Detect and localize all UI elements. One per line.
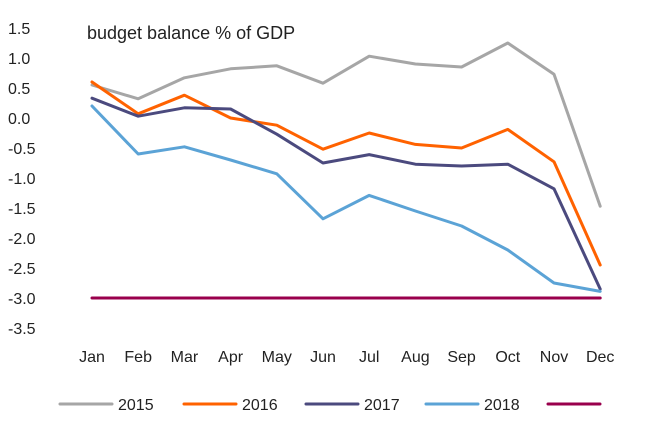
- y-tick-label: 0.5: [8, 81, 30, 98]
- x-axis-ticks: Jan Feb Mar Apr May Jun Jul Aug Sep Oct Nov Dec: [79, 349, 614, 366]
- x-tick-label: Aug: [401, 349, 429, 366]
- y-tick-label: -2.0: [8, 231, 36, 248]
- y-tick-label: 1.0: [8, 51, 30, 68]
- x-tick-label: Jun: [310, 349, 336, 366]
- legend-label: 2017: [364, 397, 400, 414]
- x-tick-label: Jul: [359, 349, 379, 366]
- legend: 2015 2016 2017 2018: [58, 397, 602, 414]
- y-tick-label: -3.0: [8, 291, 36, 308]
- y-tick-label: -3.5: [8, 321, 36, 338]
- legend-label: 2016: [242, 397, 278, 414]
- y-axis-ticks: 1.5 1.0 0.5 0.0 -0.5 -1.0 -1.5 -2.0 -2.5 -3.0 -3.5: [8, 21, 36, 338]
- series-line-2018: [90, 104, 602, 293]
- x-tick-label: May: [262, 349, 292, 366]
- legend-label: 2015: [118, 397, 154, 414]
- series-line-2016: [90, 80, 602, 267]
- x-tick-label: Oct: [495, 349, 520, 366]
- series-line-2015: [90, 41, 602, 208]
- y-tick-label: 0.0: [8, 111, 30, 128]
- y-tick-label: -1.0: [8, 171, 36, 188]
- x-tick-label: Sep: [447, 349, 476, 366]
- x-tick-label: Nov: [540, 349, 568, 366]
- chart-title: budget balance % of GDP: [87, 23, 295, 43]
- x-tick-label: Dec: [586, 349, 614, 366]
- y-tick-label: -2.5: [8, 261, 36, 278]
- legend-label: 2018: [484, 397, 520, 414]
- y-tick-label: -0.5: [8, 141, 36, 158]
- series-lines: [90, 41, 602, 300]
- series-line-2017: [90, 96, 602, 291]
- x-tick-label: Mar: [171, 349, 199, 366]
- x-tick-label: Jan: [79, 349, 105, 366]
- y-tick-label: -1.5: [8, 201, 36, 218]
- y-tick-label: 1.5: [8, 21, 30, 38]
- x-tick-label: Apr: [218, 349, 244, 366]
- x-tick-label: Feb: [124, 349, 152, 366]
